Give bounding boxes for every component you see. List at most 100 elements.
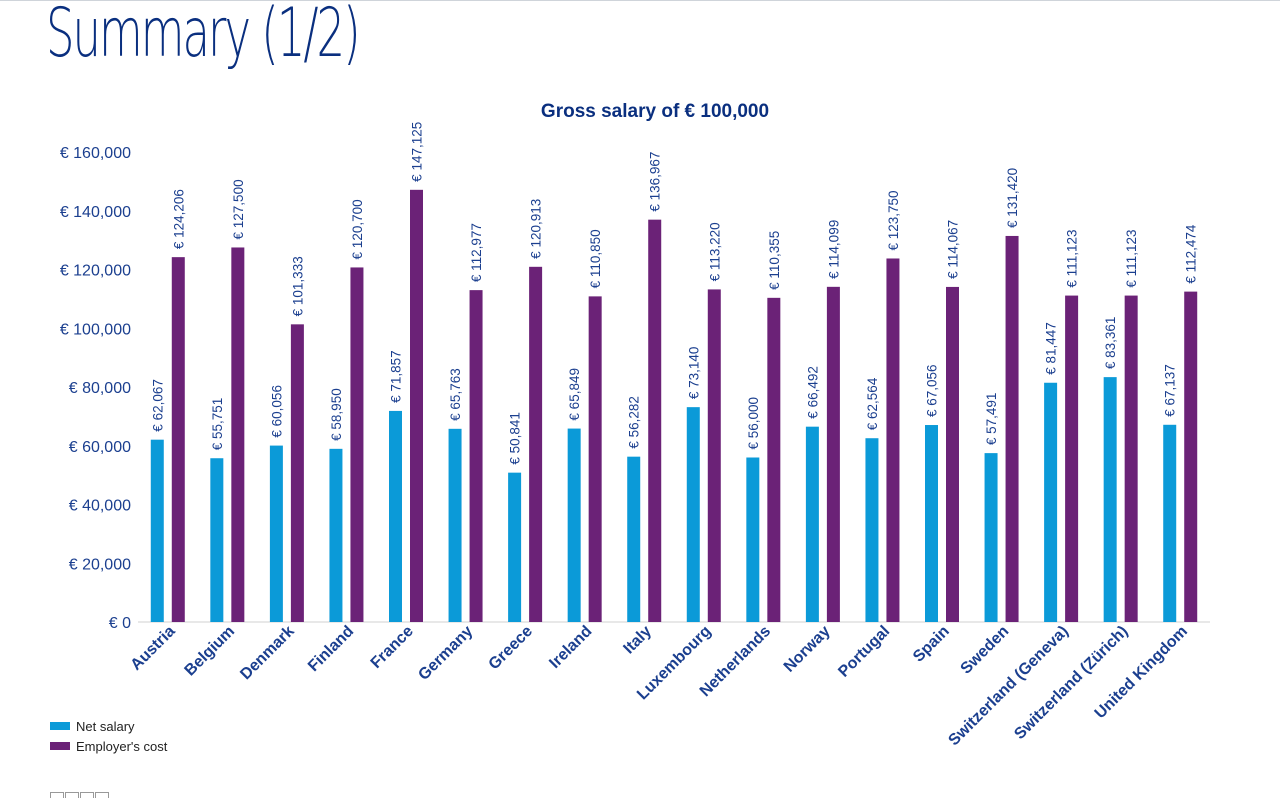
employers-cost-bar-united-kingdom	[1184, 291, 1198, 622]
net-salary-label-denmark: € 60,056	[269, 385, 284, 438]
employers-cost-bar-denmark	[290, 324, 304, 622]
employers-cost-label-norway: € 114,099	[826, 220, 841, 279]
net-salary-label-belgium: € 55,751	[210, 398, 225, 451]
legend-item-net-salary: Net salary	[50, 716, 167, 736]
net-salary-bar-germany	[448, 428, 462, 622]
employers-cost-bar-spain	[946, 286, 959, 622]
net-salary-label-netherlands: € 56,000	[746, 397, 761, 450]
employers-cost-label-belgium: € 127,500	[231, 179, 246, 239]
employers-cost-label-spain: € 114,067	[946, 220, 961, 279]
net-salary-bar-switzerland-geneva	[1044, 382, 1058, 622]
employers-cost-bar-switzerland-geneva	[1065, 295, 1079, 622]
net-salary-label-portugal: € 62,564	[865, 377, 880, 430]
net-salary-label-united-kingdom: € 67,137	[1163, 364, 1178, 417]
legend-label-employers-cost: Employer's cost	[76, 738, 168, 754]
x-tick-label-switzerland-z-rich: Switzerland (Zürich)	[1011, 623, 1131, 743]
legend-swatch-net-salary	[50, 722, 70, 730]
net-salary-bar-portugal	[865, 438, 879, 622]
employers-cost-bar-portugal	[886, 258, 900, 622]
x-tick-label-ireland: Ireland	[546, 623, 595, 672]
x-tick-label-italy: Italy	[620, 623, 655, 658]
net-salary-bar-switzerland-z-rich	[1103, 377, 1117, 622]
y-tick-label: € 120,000	[60, 263, 131, 280]
employers-cost-label-netherlands: € 110,355	[767, 231, 782, 290]
net-salary-label-switzerland-z-rich: € 83,361	[1103, 317, 1118, 370]
net-salary-bar-finland	[329, 448, 343, 622]
net-salary-label-france: € 71,857	[389, 350, 404, 403]
y-tick-label: € 100,000	[60, 321, 131, 338]
net-salary-label-ireland: € 65,849	[567, 368, 582, 421]
net-salary-label-luxembourg: € 73,140	[686, 347, 701, 400]
net-salary-label-germany: € 65,763	[448, 368, 463, 421]
x-tick-label-norway: Norway	[781, 623, 834, 676]
employers-cost-bar-france	[410, 189, 423, 622]
net-salary-bar-united-kingdom	[1163, 424, 1177, 622]
net-salary-bar-denmark	[269, 445, 283, 622]
net-salary-bar-sweden	[984, 453, 998, 622]
net-salary-bar-austria	[150, 439, 164, 622]
net-salary-label-austria: € 62,067	[150, 379, 165, 432]
top-rule	[0, 0, 1280, 1]
employers-cost-label-portugal: € 123,750	[886, 190, 901, 250]
footer-mark	[95, 792, 109, 798]
employers-cost-label-switzerland-geneva: € 111,123	[1065, 230, 1080, 288]
employers-cost-bar-sweden	[1005, 235, 1019, 623]
y-tick-label: € 160,000	[60, 145, 131, 162]
net-salary-bar-italy	[627, 456, 641, 622]
x-tick-label-switzerland-geneva: Switzerland (Geneva)	[945, 623, 1071, 749]
employers-cost-bar-italy	[648, 219, 662, 623]
employers-cost-label-france: € 147,125	[410, 122, 425, 182]
footer-mark	[65, 792, 79, 798]
x-tick-label-france: France	[368, 623, 417, 672]
employers-cost-label-united-kingdom: € 112,474	[1184, 224, 1199, 284]
footer-mark	[50, 792, 64, 798]
x-tick-label-germany: Germany	[415, 623, 476, 684]
page-title: Summary (1/2)	[46, 0, 361, 73]
net-salary-label-greece: € 50,841	[508, 412, 523, 465]
employers-cost-label-greece: € 120,913	[529, 199, 544, 259]
x-tick-label-austria: Austria	[128, 623, 179, 674]
footer-mark	[80, 792, 94, 798]
net-salary-bar-ireland	[567, 428, 581, 622]
footer-marks	[50, 792, 109, 798]
net-salary-label-italy: € 56,282	[627, 396, 642, 449]
net-salary-bar-luxembourg	[686, 407, 700, 622]
legend-swatch-employers-cost	[50, 742, 70, 750]
y-tick-label: € 80,000	[69, 380, 131, 397]
employers-cost-bar-netherlands	[767, 297, 781, 622]
employers-cost-bar-greece	[529, 266, 543, 622]
net-salary-label-switzerland-geneva: € 81,447	[1044, 322, 1059, 375]
x-tick-label-greece: Greece	[486, 623, 536, 673]
employers-cost-label-denmark: € 101,333	[290, 256, 305, 316]
employers-cost-bar-finland	[350, 267, 364, 622]
net-salary-bar-netherlands	[746, 457, 760, 622]
legend-item-employers-cost: Employer's cost	[50, 736, 167, 756]
employers-cost-label-austria: € 124,206	[171, 189, 186, 249]
net-salary-label-norway: € 66,492	[805, 366, 820, 419]
employers-cost-label-ireland: € 110,850	[588, 229, 603, 288]
employers-cost-bar-belgium	[231, 247, 245, 622]
employers-cost-label-italy: € 136,967	[648, 152, 663, 212]
x-tick-label-denmark: Denmark	[237, 623, 298, 684]
x-tick-label-portugal: Portugal	[835, 623, 893, 681]
employers-cost-bar-ireland	[588, 296, 602, 622]
net-salary-label-sweden: € 57,491	[984, 393, 999, 446]
employers-cost-label-switzerland-z-rich: € 111,123	[1124, 230, 1139, 288]
net-salary-bar-spain	[925, 425, 938, 622]
chart-legend: Net salary Employer's cost	[50, 716, 167, 756]
net-salary-bar-belgium	[210, 458, 224, 622]
chart-title: Gross salary of € 100,000	[541, 101, 769, 122]
employers-cost-bar-switzerland-z-rich	[1124, 295, 1138, 622]
employers-cost-label-finland: € 120,700	[350, 199, 365, 259]
y-tick-label: € 140,000	[60, 204, 131, 221]
x-tick-label-sweden: Sweden	[958, 623, 1013, 678]
y-tick-label: € 60,000	[69, 439, 131, 456]
legend-label-net-salary: Net salary	[76, 718, 135, 734]
employers-cost-label-germany: € 112,977	[469, 223, 484, 282]
employers-cost-bar-germany	[469, 290, 483, 622]
x-tick-label-finland: Finland	[305, 623, 357, 675]
employers-cost-bar-norway	[826, 286, 840, 622]
y-tick-label: € 0	[109, 615, 131, 632]
y-tick-label: € 20,000	[69, 556, 131, 573]
employers-cost-label-luxembourg: € 113,220	[707, 222, 722, 281]
